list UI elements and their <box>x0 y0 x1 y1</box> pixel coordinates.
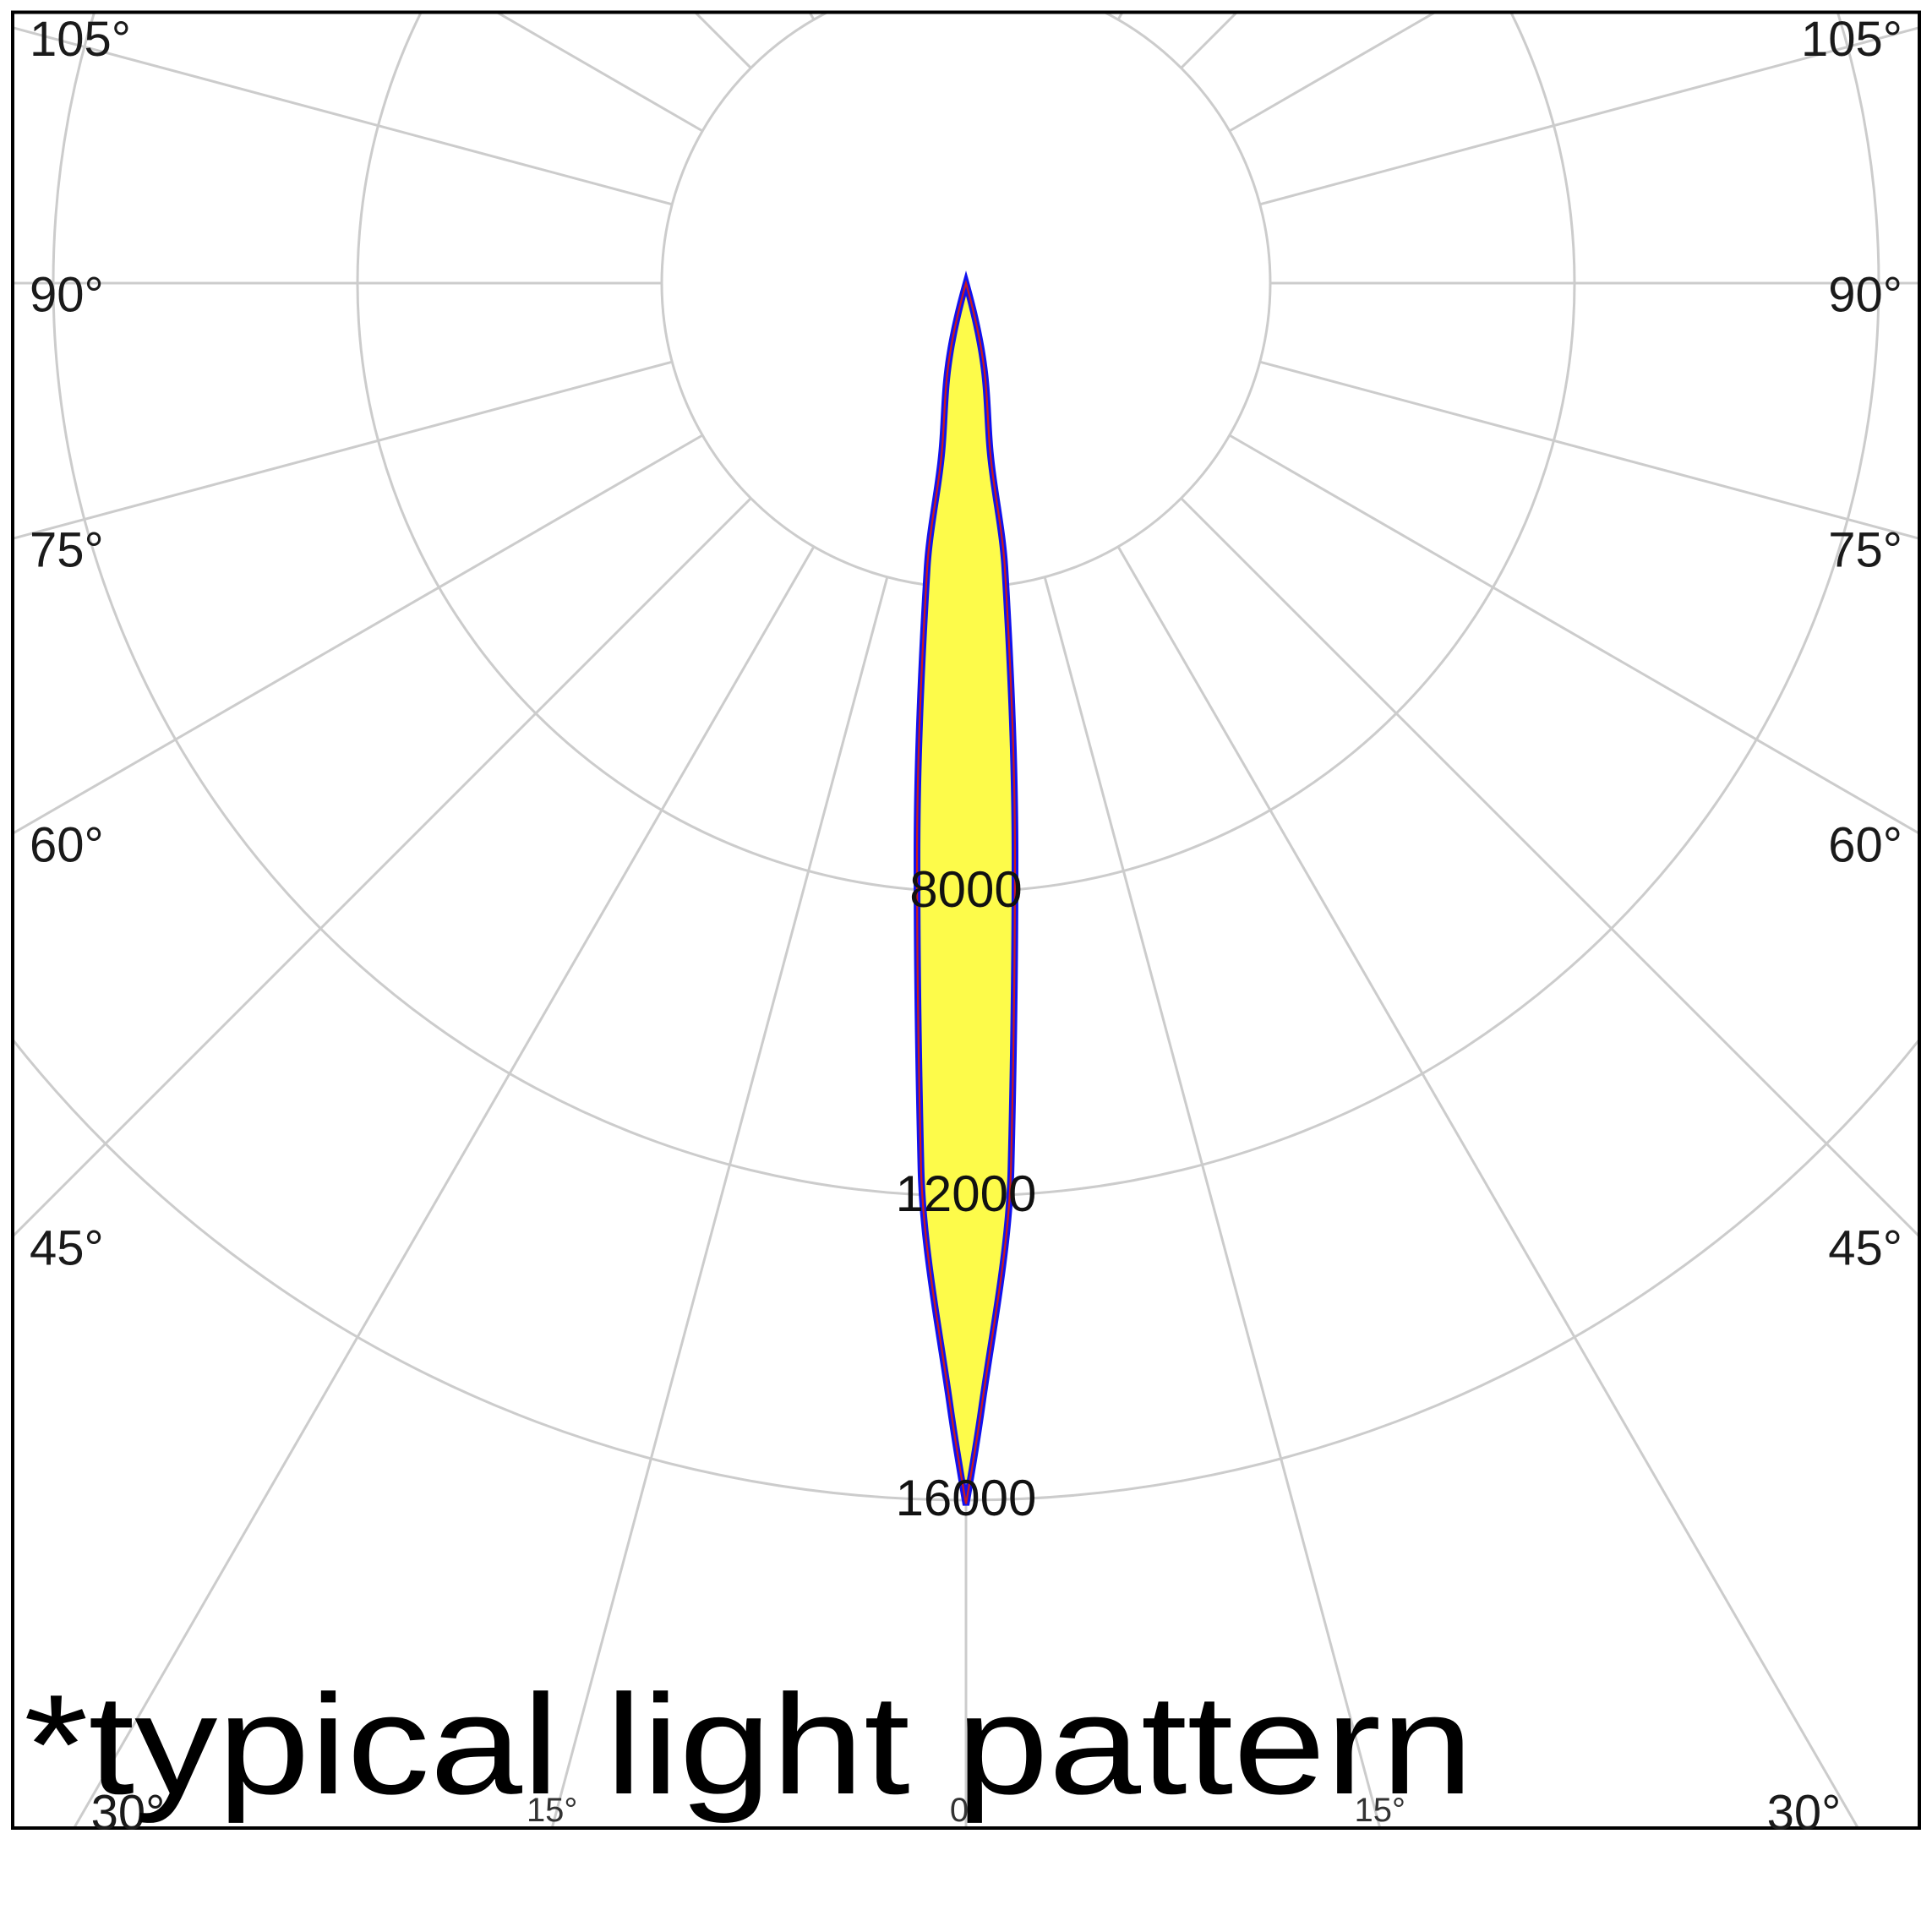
svg-text:8000: 8000 <box>909 861 1022 918</box>
svg-text:105°: 105° <box>30 12 131 67</box>
svg-text:75°: 75° <box>1828 523 1902 578</box>
svg-text:60°: 60° <box>30 818 104 873</box>
svg-text:30°: 30° <box>1767 1785 1842 1840</box>
svg-text:45°: 45° <box>1828 1220 1902 1275</box>
svg-text:75°: 75° <box>30 523 104 578</box>
svg-text:105°: 105° <box>1801 12 1902 67</box>
svg-text:16000: 16000 <box>896 1470 1037 1526</box>
svg-text:60°: 60° <box>1828 818 1902 873</box>
svg-text:12000: 12000 <box>896 1165 1037 1222</box>
svg-text:45°: 45° <box>30 1220 104 1275</box>
svg-text:90°: 90° <box>1828 267 1902 322</box>
svg-text:90°: 90° <box>30 267 104 322</box>
svg-text:*typical light pattern: *typical light pattern <box>24 1664 1473 1823</box>
